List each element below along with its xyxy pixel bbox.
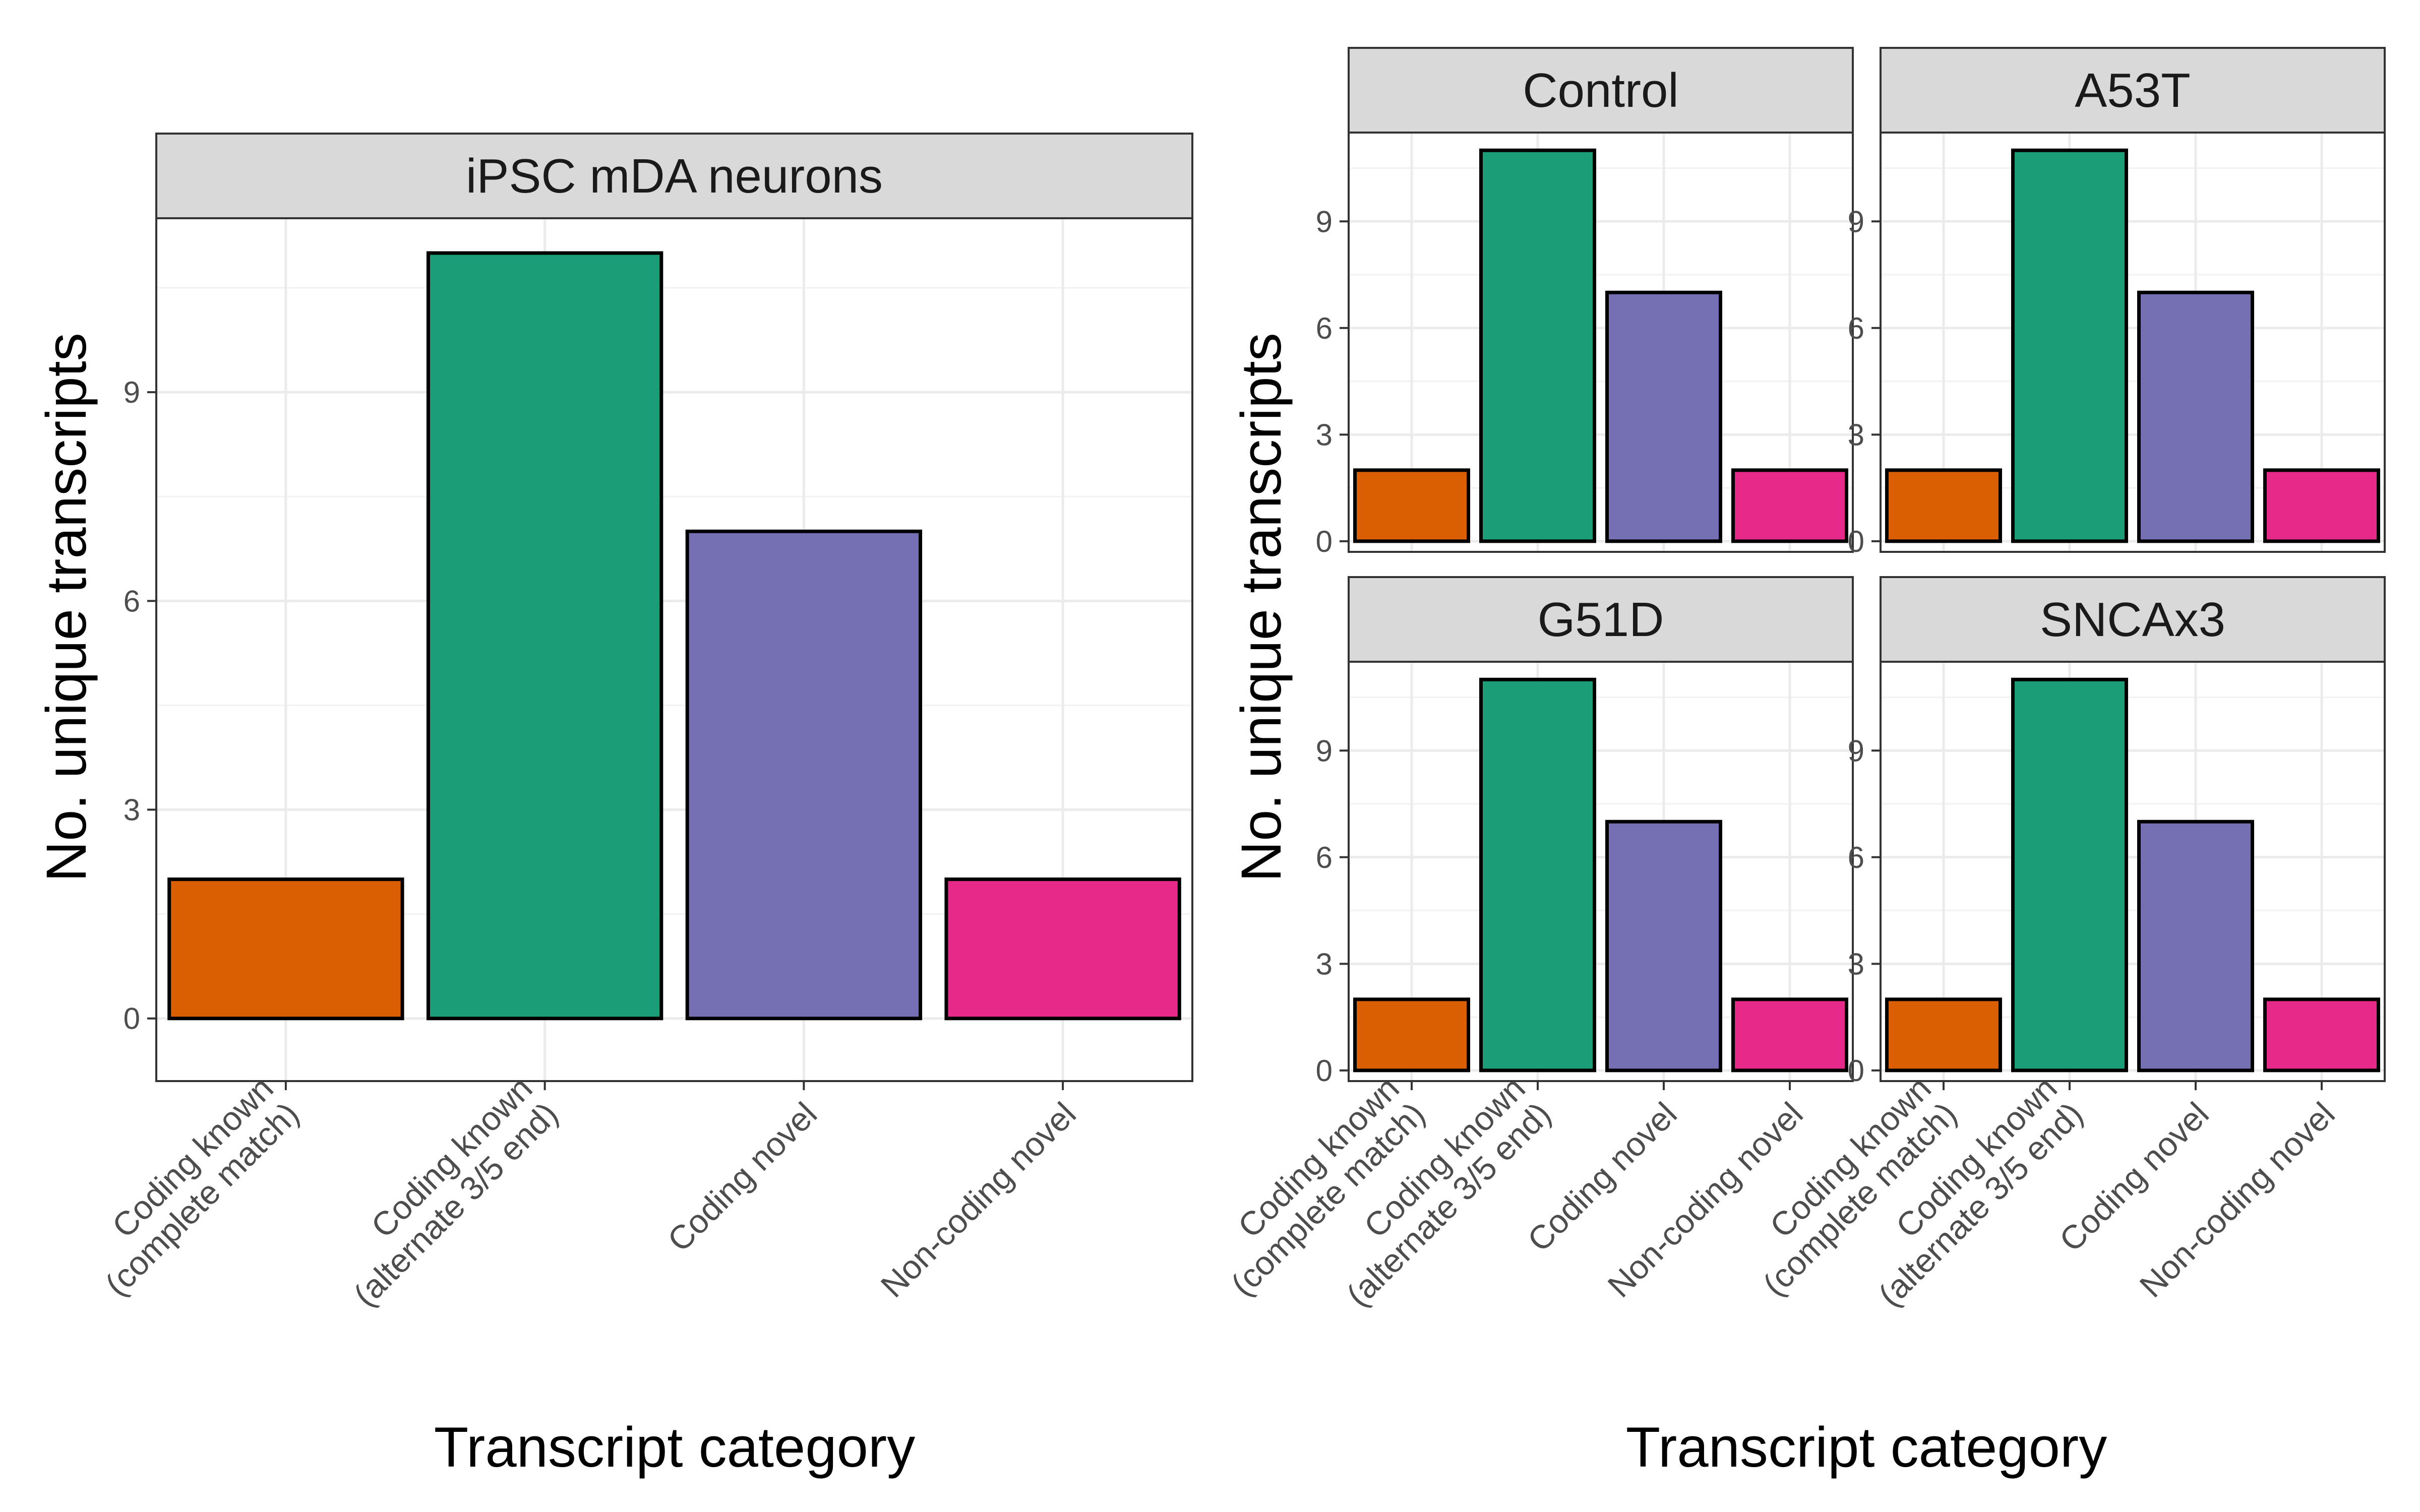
- bar-3: [1731, 468, 1848, 543]
- x-tick-label-line: Coding novel: [660, 1095, 824, 1259]
- y-tick-label: 3: [1848, 947, 1864, 981]
- x-tick-label: Coding novel: [660, 1095, 824, 1259]
- panel-border: [1880, 661, 2386, 1082]
- x-axis-title: Transcript category: [1626, 1416, 2107, 1479]
- y-tick-label: 0: [1316, 1054, 1333, 1088]
- y-tick-label: 3: [124, 793, 140, 827]
- bar-1: [2011, 677, 2128, 1073]
- bar-3: [944, 877, 1181, 1021]
- y-tick-label: 0: [1316, 525, 1333, 558]
- facet-strip: [1348, 576, 1854, 663]
- x-axis-title: Transcript category: [434, 1416, 915, 1479]
- bar-2: [685, 529, 923, 1021]
- x-tick-label: Non-coding novel: [873, 1095, 1083, 1305]
- facet-strip-label: iPSC mDA neurons: [466, 149, 883, 203]
- y-tick-label: 3: [1848, 418, 1864, 452]
- panel-border: [1348, 132, 1854, 553]
- y-tick-label: 9: [1316, 734, 1333, 768]
- y-tick-label: 0: [1848, 525, 1864, 558]
- bar-1: [426, 251, 663, 1021]
- bar-2: [1605, 820, 1722, 1073]
- y-tick-label: 6: [1316, 841, 1333, 874]
- y-tick-label: 9: [124, 375, 140, 409]
- bar-3: [1731, 997, 1848, 1073]
- bar-0: [1885, 997, 2002, 1073]
- y-tick-label: 6: [1316, 311, 1333, 345]
- facet-strip: [155, 133, 1193, 219]
- y-axis-title: No. unique transcripts: [1230, 333, 1293, 881]
- x-tick-label: Coding known(alternate 3/5 end): [321, 1069, 565, 1314]
- facet-strip-label: SNCAx3: [2040, 593, 2225, 647]
- bar-2: [2137, 290, 2254, 543]
- y-tick-label: 6: [1848, 311, 1864, 345]
- bar-1: [1479, 677, 1596, 1073]
- facet-strip: [1880, 47, 2386, 134]
- panel-border: [1348, 661, 1854, 1082]
- facet-0-0: iPSC mDA neurons 0 3 6 9 Coding known(complet…: [72, 133, 1193, 1314]
- y-tick-label: 3: [1316, 418, 1333, 452]
- y-axis-title: No. unique transcripts: [35, 333, 98, 881]
- y-tick-label: 0: [124, 1002, 140, 1036]
- y-tick-label: 9: [1848, 205, 1864, 238]
- panel-border: [1880, 132, 2386, 553]
- bar-3: [2263, 468, 2380, 543]
- facet-strip-label: G51D: [1538, 593, 1664, 647]
- facet-strip-label: Control: [1523, 64, 1678, 117]
- bar-3: [2263, 997, 2380, 1073]
- bar-0: [1353, 468, 1470, 543]
- panel-border: [155, 217, 1193, 1082]
- facet-1-1: A53T 0 3 6 9: [1848, 47, 2386, 558]
- y-tick-label: 9: [1316, 205, 1333, 238]
- y-tick-label: 0: [1848, 1054, 1864, 1088]
- bar-0: [167, 877, 404, 1021]
- bar-2: [1605, 290, 1722, 543]
- bar-0: [1885, 468, 2002, 543]
- bar-1: [2011, 148, 2128, 543]
- y-tick-label: 9: [1848, 734, 1864, 768]
- y-tick-label: 3: [1316, 947, 1333, 981]
- facet-1-0: Control 0 3 6 9: [1316, 47, 1854, 558]
- y-tick-label: 6: [124, 584, 140, 618]
- x-tick-label-line: Non-coding novel: [873, 1095, 1083, 1305]
- facet-strip-label: A53T: [2075, 64, 2190, 117]
- bar-2: [2137, 820, 2254, 1073]
- x-tick-label: Coding known(complete match): [72, 1069, 306, 1303]
- y-tick-label: 6: [1848, 841, 1864, 874]
- bar-0: [1353, 997, 1470, 1073]
- bar-1: [1479, 148, 1596, 543]
